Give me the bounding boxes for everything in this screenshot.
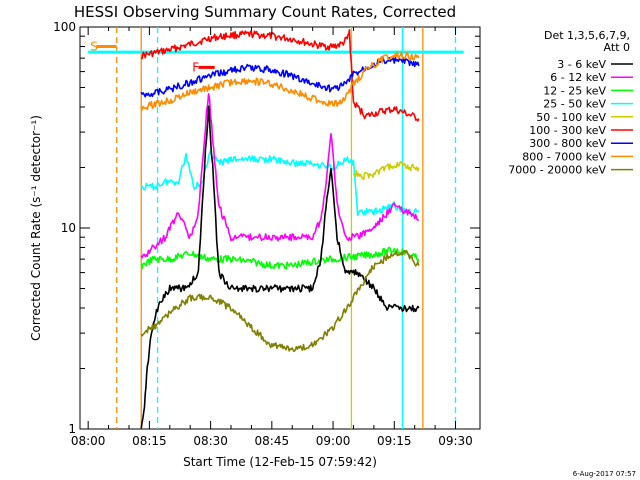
legend-header-line1: Det 1,3,5,6,7,9, xyxy=(544,29,630,42)
flag-s-label: S xyxy=(90,39,98,53)
x-axis-ticks: 08:00 08:15 08:30 08:45 09:00 09:15 09:30 xyxy=(71,27,473,448)
series-line-50-100-kev xyxy=(352,160,420,181)
legend-label-800-7000-kev: 800 - 7000 keV xyxy=(522,150,606,163)
legend-label-7000-20000-kev: 7000 - 20000 keV xyxy=(508,164,606,177)
series-line-12-25-kev xyxy=(140,246,420,270)
legend-label-100-300-kev: 100 - 300 keV xyxy=(529,124,606,137)
legend-label-3-6-kev: 3 - 6 keV xyxy=(557,58,606,71)
series-line-300-800-kev xyxy=(140,56,420,98)
series-line-800-7000-kev xyxy=(140,51,420,111)
y-axis-ticks: 1 10 100 xyxy=(53,20,480,436)
legend-label-300-800-kev: 300 - 800 keV xyxy=(529,137,606,150)
x-tick-label: 08:00 xyxy=(71,434,106,448)
legend-label-25-50-kev: 25 - 50 keV xyxy=(543,98,606,111)
vertical-markers xyxy=(88,27,464,429)
flag-markers: SF xyxy=(90,39,215,74)
series-line-100-300-kev xyxy=(141,29,420,122)
y-tick-label: 100 xyxy=(53,20,76,34)
generation-timestamp: 6-Aug-2017 07:57 xyxy=(573,470,636,478)
y-axis-label: Corrected Count Rate (s⁻¹ detector⁻¹) xyxy=(29,115,43,341)
y-tick-label: 1 xyxy=(68,422,76,436)
y-tick-label: 10 xyxy=(61,221,76,235)
x-tick-label: 09:00 xyxy=(316,434,351,448)
x-tick-label: 09:30 xyxy=(438,434,473,448)
legend-label-12-25-kev: 12 - 25 keV xyxy=(543,84,606,97)
x-tick-label: 08:15 xyxy=(132,434,167,448)
legend-label-6-12-kev: 6 - 12 keV xyxy=(550,71,606,84)
series-lines xyxy=(140,29,420,429)
legend-label-50-100-kev: 50 - 100 keV xyxy=(536,111,606,124)
series-line-3-6-kev xyxy=(140,105,420,429)
x-tick-label: 08:45 xyxy=(255,434,290,448)
chart-title: HESSI Observing Summary Count Rates, Cor… xyxy=(74,3,456,21)
series-line-7000-20000-kev xyxy=(140,249,420,353)
x-tick-label: 09:15 xyxy=(377,434,412,448)
legend-header-line2: Att 0 xyxy=(604,41,630,54)
x-tick-label: 08:30 xyxy=(193,434,228,448)
series-line-6-12-kev xyxy=(140,93,420,259)
flag-f-label: F xyxy=(192,60,199,74)
series-line-25-50-kev xyxy=(140,149,420,217)
x-axis-label: Start Time (12-Feb-15 07:59:42) xyxy=(183,455,377,469)
